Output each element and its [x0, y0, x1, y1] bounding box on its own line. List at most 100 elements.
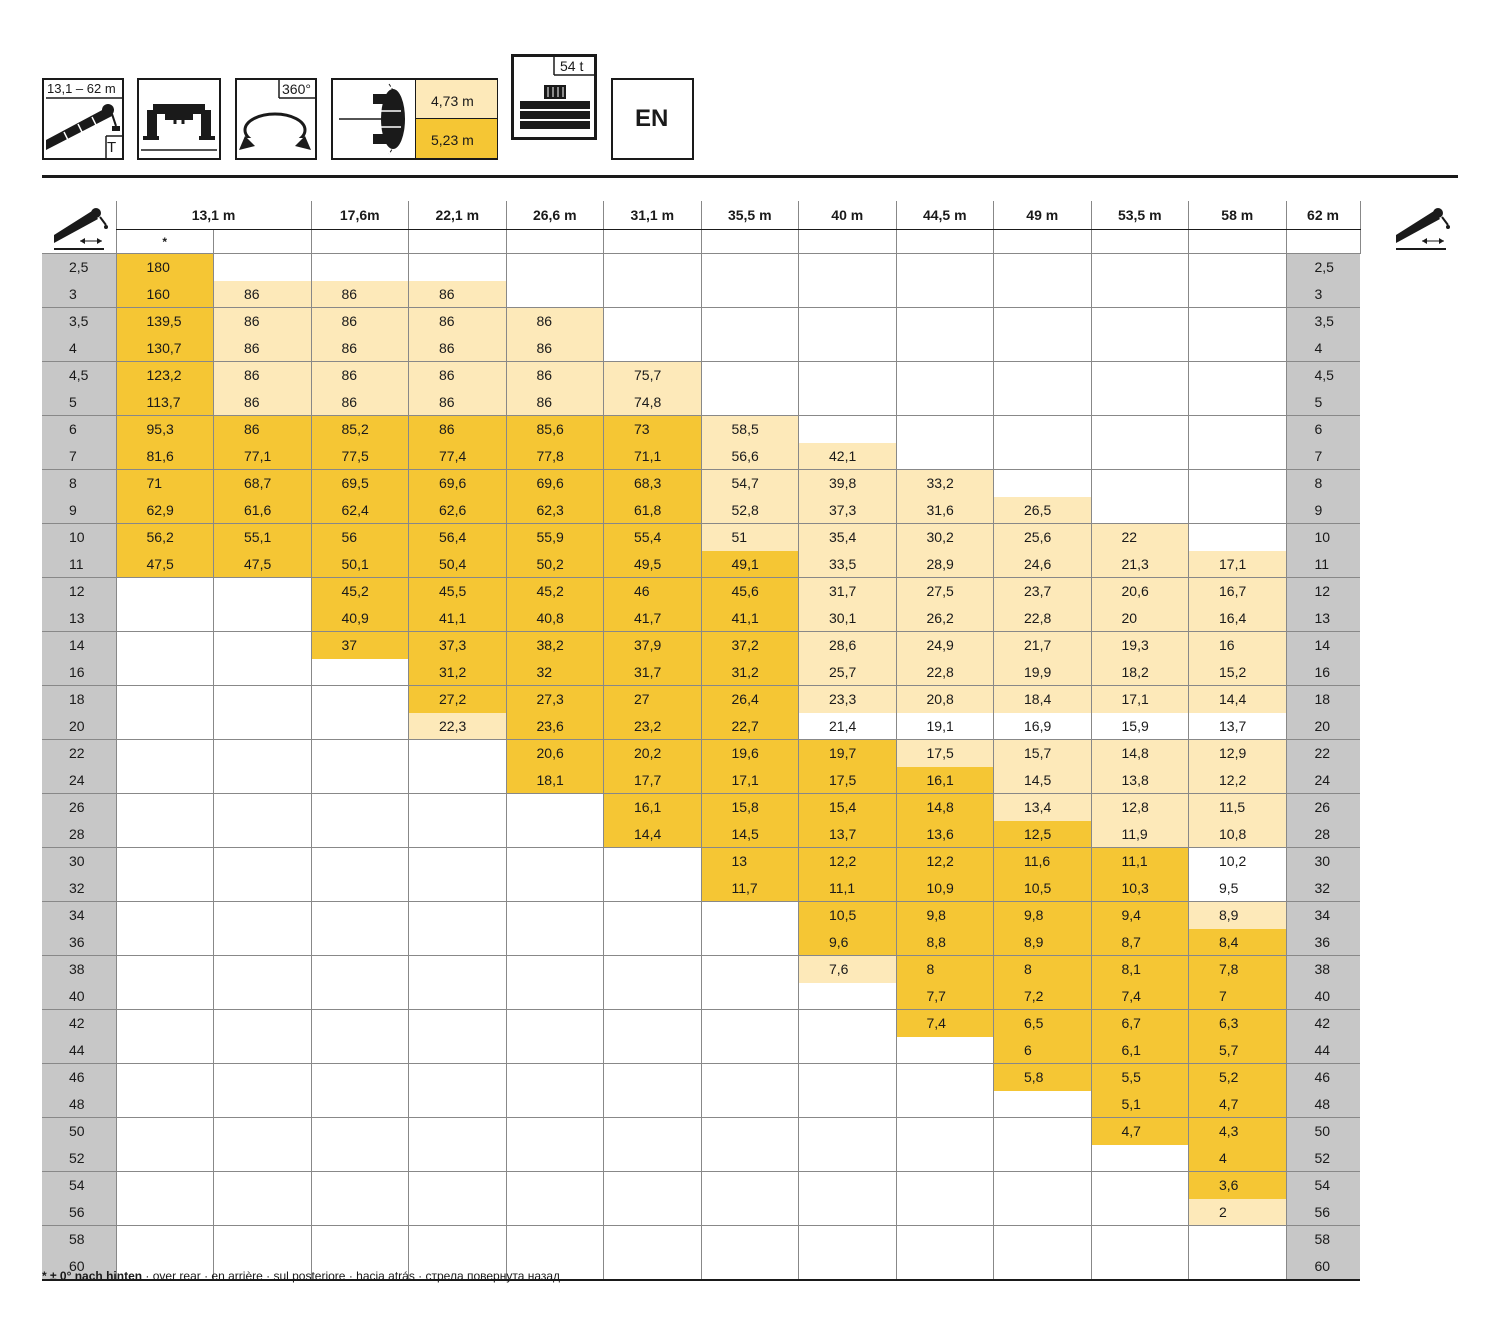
load-cell — [505, 1198, 604, 1226]
load-cell — [115, 685, 214, 713]
load-cell — [408, 1144, 506, 1172]
load-cell — [895, 280, 994, 308]
load-cell: 23,7 — [993, 577, 1091, 605]
load-cell: 69,5 — [310, 469, 409, 497]
load-cell — [408, 847, 506, 875]
load-cell — [603, 1009, 701, 1037]
load-cell: 86 — [408, 334, 506, 362]
load-cell — [798, 1198, 896, 1226]
radius-label-right: 30 — [1285, 847, 1360, 875]
load-cell: 81,6 — [115, 442, 214, 470]
load-cell — [213, 982, 311, 1010]
load-cell — [408, 928, 506, 956]
load-cell: 35,4 — [798, 523, 896, 551]
load-cell: 12,9 — [1188, 739, 1286, 767]
load-cell — [213, 685, 311, 713]
load-cell: 49,1 — [700, 550, 799, 578]
table-row: 8 71 68,7 69,5 69,6 69,6 68,3 54,7 39,8 33,2 8 — [42, 469, 1361, 497]
load-cell: 7,2 — [993, 982, 1091, 1010]
load-cell — [213, 955, 311, 983]
load-cell: 40,8 — [505, 604, 604, 632]
boom-length-header: 44,5 m — [895, 201, 994, 230]
load-cell: 7,8 — [1188, 955, 1286, 983]
load-cell: 61,8 — [603, 496, 701, 524]
load-cell: 33,2 — [895, 469, 994, 497]
load-cell: 13,7 — [798, 820, 896, 848]
table-row: 20 22,3 23,6 23,2 22,7 21,4 19,1 16,9 15,9 13,7 20 — [42, 712, 1361, 740]
load-cell: 20,2 — [603, 739, 701, 767]
load-cell — [505, 1252, 604, 1281]
radius-label-right: 48 — [1285, 1090, 1360, 1118]
load-cell — [798, 1252, 896, 1281]
load-cell — [895, 1171, 994, 1199]
load-cell — [1188, 1225, 1286, 1253]
radius-label-left: 24 — [42, 766, 116, 794]
table-row: 9 62,9 61,6 62,4 62,6 62,3 61,8 52,8 37,3 31,6 26,… — [42, 496, 1361, 524]
load-cell — [408, 820, 506, 848]
load-cell: 95,3 — [115, 415, 214, 443]
load-cell: 16,1 — [603, 793, 701, 821]
load-cell — [993, 280, 1091, 308]
table-row: 50 4,7 4,3 50 — [42, 1117, 1361, 1145]
load-cell — [1090, 1225, 1189, 1253]
load-cell — [310, 1009, 409, 1037]
radius-label-right: 24 — [1285, 766, 1360, 794]
radius-label-left: 6 — [42, 415, 116, 443]
radius-label-right: 3,5 — [1285, 307, 1360, 335]
load-cell — [1090, 1198, 1189, 1226]
load-cell — [1090, 415, 1189, 443]
radius-label-left: 30 — [42, 847, 116, 875]
load-cell — [310, 658, 409, 686]
load-cell: 46 — [603, 577, 701, 605]
load-cell: 139,5 — [115, 307, 214, 335]
load-cell: 22,8 — [895, 658, 994, 686]
load-cell — [505, 1225, 604, 1253]
load-cell — [603, 1225, 701, 1253]
load-cell: 45,6 — [700, 577, 799, 605]
load-cell: 58,5 — [700, 415, 799, 443]
load-cell — [408, 1009, 506, 1037]
radius-boom-icon-left — [54, 208, 108, 250]
load-cell: 47,5 — [115, 550, 214, 578]
load-cell: 10,5 — [993, 874, 1091, 902]
load-cell — [798, 1225, 896, 1253]
load-cell — [213, 1090, 311, 1118]
header-corner-left — [42, 201, 116, 254]
radius-label-left: 34 — [42, 901, 116, 929]
load-cell — [213, 820, 311, 848]
radius-label-right: 60 — [1285, 1252, 1360, 1281]
load-cell: 86 — [213, 307, 311, 335]
load-cell: 68,7 — [213, 469, 311, 497]
boom-length-header: 35,5 m — [700, 201, 799, 230]
load-cell: 45,5 — [408, 577, 506, 605]
load-cell — [993, 1117, 1091, 1145]
load-cell — [798, 1117, 896, 1145]
load-cell: 23,3 — [798, 685, 896, 713]
load-cell — [213, 766, 311, 794]
radius-label-right: 22 — [1285, 739, 1360, 767]
load-cell: 4,7 — [1090, 1117, 1189, 1145]
load-cell — [310, 982, 409, 1010]
load-cell — [1090, 253, 1189, 281]
radius-label-right: 10 — [1285, 523, 1360, 551]
radius-label-right: 44 — [1285, 1036, 1360, 1064]
table-row: 4 130,7 86 86 86 86 4 — [42, 334, 1361, 362]
load-cell: 55,4 — [603, 523, 701, 551]
load-cell — [115, 1225, 214, 1253]
load-cell — [310, 1090, 409, 1118]
load-cell — [213, 928, 311, 956]
load-cell: 27,5 — [895, 577, 994, 605]
load-cell — [213, 847, 311, 875]
load-cell — [993, 415, 1091, 443]
load-cell — [798, 280, 896, 308]
load-cell: 180 — [115, 253, 214, 281]
load-cell — [213, 1036, 311, 1064]
load-cell — [603, 1171, 701, 1199]
load-cell — [213, 1063, 311, 1091]
radius-label-right: 18 — [1285, 685, 1360, 713]
load-cell: 56 — [310, 523, 409, 551]
load-cell: 4,7 — [1188, 1090, 1286, 1118]
table-row: 18 27,2 27,3 27 26,4 23,3 20,8 18,4 17,1 14,4 18 — [42, 685, 1361, 713]
load-cell — [1090, 1171, 1189, 1199]
load-cell — [700, 1171, 799, 1199]
